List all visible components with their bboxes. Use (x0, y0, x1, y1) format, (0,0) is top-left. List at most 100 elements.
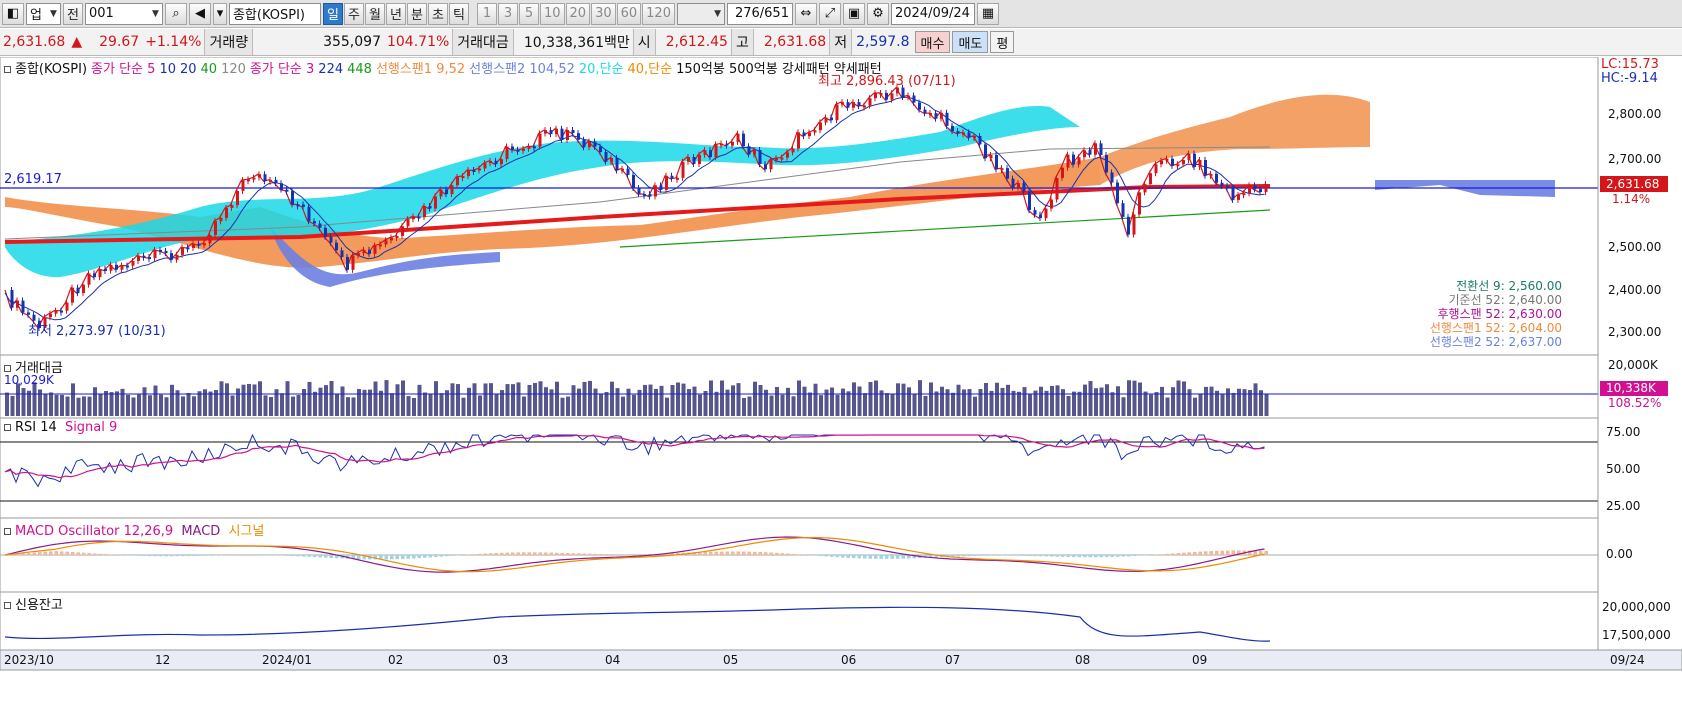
candle-body (60, 311, 63, 313)
volume-bar (1111, 392, 1115, 416)
period-tab[interactable]: 월 (365, 3, 385, 25)
volume-bar (1089, 381, 1093, 416)
macd-bar (33, 552, 37, 555)
search-icon[interactable]: ⌕ (165, 3, 187, 25)
market-type-select[interactable]: 업 (26, 3, 61, 25)
sell-button[interactable]: 매도 (952, 31, 988, 53)
volume-bar (968, 389, 972, 416)
volume-bar (236, 388, 240, 416)
volume-bar (841, 389, 845, 416)
macd-bar (995, 555, 999, 556)
volume-bar (913, 394, 917, 416)
volume-bar (731, 385, 735, 416)
volume-bar (297, 395, 301, 416)
macd-bar (753, 552, 757, 555)
count-field[interactable]: 276/651 (727, 3, 793, 25)
candle-body (302, 205, 305, 207)
volume-bar (819, 395, 823, 416)
minute-tab[interactable]: 1 (477, 3, 497, 25)
level-label: 2,619.17 (4, 172, 62, 187)
volume-bar (484, 383, 488, 416)
period-tab[interactable]: 분 (407, 3, 427, 25)
minute-tab[interactable]: 60 (617, 3, 642, 25)
macd-bar (902, 555, 906, 559)
volume-bar (302, 389, 306, 416)
volume-bar (330, 381, 334, 416)
period-tab[interactable]: 주 (344, 3, 364, 25)
save-icon[interactable]: ▣ (843, 3, 865, 25)
macd-bar (143, 555, 147, 556)
candle-body (605, 152, 608, 162)
volume-bar (115, 391, 119, 416)
volume-bar (187, 393, 191, 416)
period-tab[interactable]: 초 (428, 3, 448, 25)
candle-body (649, 194, 652, 196)
buy-button[interactable]: 매수 (915, 31, 951, 53)
macd-bar (434, 555, 438, 557)
volume-bar (346, 397, 350, 416)
volume-bar (451, 383, 455, 416)
high-note: 최고 2,896.43 (07/11) (818, 70, 956, 89)
eval-button[interactable]: 평 (990, 31, 1014, 53)
candle-body (1182, 160, 1185, 164)
candle-body (1243, 193, 1246, 195)
candle-body (170, 253, 173, 260)
candle-body (88, 273, 91, 284)
minute-tab[interactable]: 10 (540, 3, 565, 25)
legend-square-icon (4, 365, 11, 372)
macd-bar (770, 553, 774, 555)
macd-bar (885, 555, 889, 559)
volume-value: 355,097 (253, 34, 384, 50)
minute-tab[interactable]: 5 (519, 3, 539, 25)
volume-bar (984, 383, 988, 416)
macd-bar (891, 555, 895, 559)
custom-period-select[interactable] (677, 3, 725, 25)
volume-bar (1127, 380, 1131, 416)
volume-bar (797, 380, 801, 416)
minute-tab[interactable]: 3 (498, 3, 518, 25)
volume-bar (143, 387, 147, 416)
period-tab[interactable]: 틱 (449, 3, 469, 25)
candle-body (1061, 168, 1064, 178)
volume-pct: 104.71% (384, 34, 452, 50)
prev-button[interactable]: 전 (63, 3, 83, 25)
minute-tab[interactable]: 120 (642, 3, 675, 25)
candle-body (737, 134, 740, 142)
up-arrow-icon: ▲ (68, 34, 85, 50)
calendar-icon[interactable]: ▦ (977, 3, 999, 25)
candle-body (1166, 159, 1169, 161)
gear-icon[interactable]: ⚙ (867, 3, 889, 25)
zoom-icon[interactable]: ⇔ (795, 3, 817, 25)
macd-bar (280, 555, 284, 556)
candle-body (440, 189, 443, 196)
minute-tab[interactable]: 30 (591, 3, 616, 25)
compare-icon[interactable]: ⤢ (819, 3, 841, 25)
volume-bar (225, 383, 229, 416)
candle-body (319, 223, 322, 227)
candle-body (165, 251, 168, 253)
dropdown-arrow-icon[interactable]: ▾ (213, 3, 227, 25)
candle-body (1199, 160, 1202, 167)
volume-bar (1012, 391, 1016, 416)
rsi-tick-75: 75.00 (1606, 425, 1640, 439)
period-tab[interactable]: 년 (386, 3, 406, 25)
legend-item: 120 (221, 62, 246, 77)
volume-bar (27, 391, 31, 416)
code-input[interactable]: 001 (85, 3, 163, 25)
candle-body (1171, 159, 1174, 166)
volume-bar (742, 398, 746, 416)
chart-menu-icon[interactable]: ◧ (2, 3, 24, 25)
change-pct: +1.14% (142, 34, 204, 50)
legend-item: 20 (180, 62, 197, 77)
candle-body (352, 255, 355, 269)
speaker-icon[interactable]: ◀ (189, 3, 211, 25)
candle-body (1149, 173, 1152, 184)
macd-bar (715, 552, 719, 555)
candle-body (1177, 164, 1180, 166)
minute-tab[interactable]: 20 (566, 3, 591, 25)
candle-body (946, 113, 949, 126)
period-tab[interactable]: 일 (323, 3, 343, 25)
date-field[interactable]: 2024/09/24 (891, 3, 975, 25)
macd-bar (643, 554, 647, 555)
